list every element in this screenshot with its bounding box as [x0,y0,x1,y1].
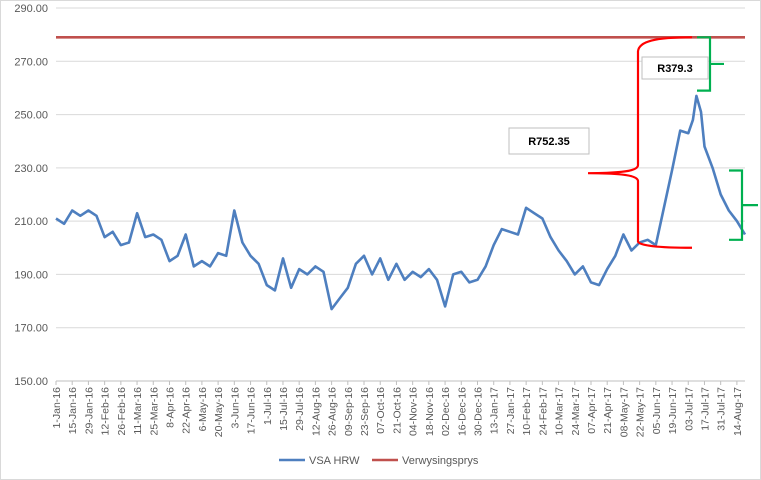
x-tick-label: 09-Sep-16 [343,387,355,436]
x-tick-label: 21-Apr-17 [602,387,614,434]
callout-box-red [508,127,590,155]
callout-box-green [641,56,709,80]
y-tick-label: 210.00 [14,216,48,228]
y-tick-label: 150.00 [14,376,48,388]
callout-label-r752: R752.35 [528,136,570,148]
x-tick-label: 07-Apr-17 [586,387,598,434]
x-tick-label: 31-Jul-17 [716,387,728,431]
y-tick-label: 250.00 [14,110,48,122]
annotation-layer: R752.35 R379.3 [508,36,758,249]
x-tick-label: 30-Dec-16 [473,387,485,436]
x-tick-label: 04-Nov-16 [408,387,420,436]
green-bracket-bottom [729,169,758,241]
x-tick-label: 29-Jan-16 [83,387,95,434]
x-tick-label: 3-Jun-16 [229,387,241,429]
red-brace [587,36,693,249]
x-tick-label: 21-Oct-16 [391,387,403,434]
x-tick-label: 6-May-16 [197,387,209,432]
x-tick-label: 1-Jul-16 [262,387,274,425]
x-tick-label: 05-Jun-17 [651,387,663,434]
x-tick-label: 10-Feb-17 [521,387,533,436]
x-tick-label: 07-Oct-16 [375,387,387,434]
x-axis-ticks: 1-Jan-16 15-Jan-16 29-Jan-16 12-Feb-16 26-Fe… [51,381,744,437]
y-tick-label: 230.00 [14,163,48,175]
legend: VSA HRW Verwysingsprys [279,455,479,467]
x-tick-label: 10-Mar-17 [554,387,566,436]
x-tick-label: 22-May-17 [635,387,647,437]
x-tick-label: 17-Jul-17 [699,387,711,431]
x-tick-label: 11-Mar-16 [132,387,144,435]
x-tick-label: 27-Jan-17 [505,387,517,434]
x-tick-label: 24-Feb-17 [537,387,549,436]
x-tick-label: 1-Jan-16 [51,387,63,429]
series-line-vsa-hrw [55,94,747,311]
x-tick-label: 18-Nov-16 [424,387,436,436]
y-tick-label: 290.00 [14,3,48,15]
gridlines [56,7,745,382]
x-tick-label: 26-Aug-16 [327,387,339,436]
x-tick-label: 03-Jul-17 [683,387,695,431]
x-tick-label: 13-Jan-17 [489,387,501,434]
legend-label-vsa-hrw: VSA HRW [309,455,360,467]
x-tick-label: 15-Jan-16 [67,387,79,434]
y-tick-label: 170.00 [14,323,48,335]
legend-label-verwysingsprys: Verwysingsprys [402,455,479,467]
x-tick-label: 16-Dec-16 [456,387,468,436]
series-layer [55,36,747,311]
green-bracket-top [697,36,724,92]
x-tick-label: 23-Sep-16 [359,387,371,436]
x-tick-label: 24-Mar-17 [570,387,582,436]
x-tick-label: 22-Apr-16 [181,387,193,434]
x-tick-label: 08-May-17 [618,387,630,437]
x-tick-label: 26-Feb-16 [116,387,128,436]
callout-label-r379: R379.3 [657,63,692,75]
x-tick-label: 12-Feb-16 [100,387,112,436]
x-tick-label: 15-Jul-16 [278,387,290,431]
y-axis-ticks: 150.00 170.00 190.00 210.00 230.00 250.00 270.… [14,3,48,388]
x-tick-label: 12-Aug-16 [310,387,322,436]
y-tick-label: 190.00 [14,269,48,281]
x-tick-label: 25-Mar-16 [148,387,160,436]
y-tick-label: 270.00 [14,56,48,68]
x-tick-label: 29-Jul-16 [294,387,306,431]
x-tick-label: 17-Jun-16 [246,387,258,434]
x-tick-label: 8-Apr-16 [164,387,176,428]
x-tick-label: 14-Aug-17 [732,387,744,436]
x-tick-label: 20-May-16 [213,387,225,437]
x-tick-label: 19-Jun-17 [667,387,679,434]
x-tick-label: 02-Dec-16 [440,387,452,436]
